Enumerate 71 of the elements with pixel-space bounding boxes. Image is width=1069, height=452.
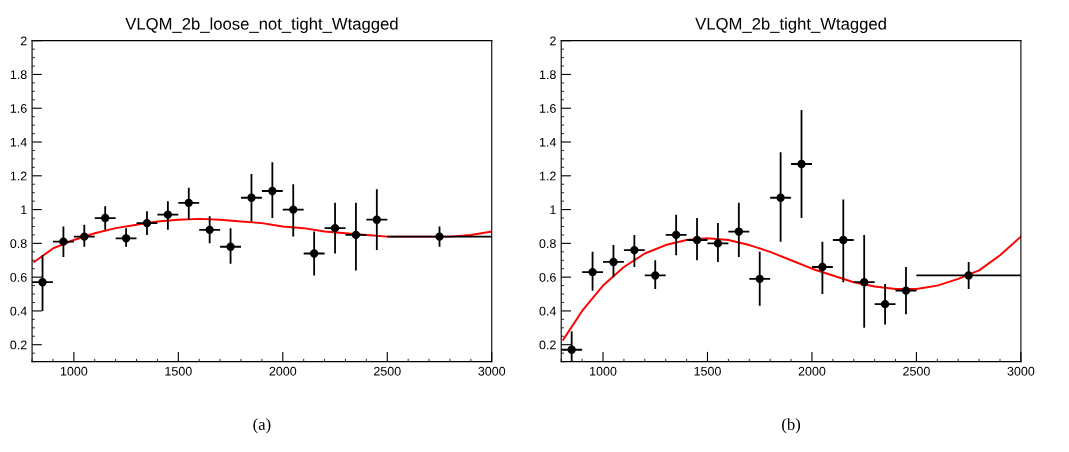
x-tick-label: 3000 <box>1007 366 1035 376</box>
x-tick-label: 2000 <box>798 366 826 376</box>
point <box>839 235 848 245</box>
point <box>184 198 193 207</box>
point <box>776 193 785 202</box>
y-tick-label: 1.4 <box>10 137 27 147</box>
y-tick-label: 1 <box>550 205 556 215</box>
y-tick-label: 0.4 <box>539 306 556 316</box>
line-series <box>562 235 1021 341</box>
point <box>38 278 47 287</box>
point <box>163 210 173 219</box>
text: (b) <box>782 418 801 434</box>
point <box>59 237 68 246</box>
point <box>330 223 340 233</box>
x-tick-label: 3000 <box>478 366 506 376</box>
y-tick-label: 1.6 <box>10 104 27 113</box>
y-tick-label: 0.2 <box>539 340 556 350</box>
point <box>372 215 381 224</box>
point <box>651 271 660 280</box>
point <box>121 234 131 243</box>
y-tick-label: 1.4 <box>539 137 556 147</box>
point <box>734 227 743 236</box>
point <box>609 257 618 267</box>
point <box>226 242 235 251</box>
y-tick-label: 1.8 <box>539 70 556 80</box>
point <box>964 271 973 280</box>
point <box>860 278 869 287</box>
y-tick-label: 2 <box>20 36 27 46</box>
point <box>692 235 702 245</box>
point <box>351 230 361 240</box>
point <box>630 245 639 255</box>
y-tick-label: 1.6 <box>539 104 556 113</box>
point <box>101 213 110 223</box>
text: (a) <box>253 418 271 434</box>
point <box>755 274 764 284</box>
point <box>713 239 723 248</box>
y-tick-label: 1.8 <box>10 70 27 80</box>
x-tick-label: 1500 <box>165 366 192 376</box>
y-tick-label: 1.2 <box>539 171 556 181</box>
point <box>268 186 277 196</box>
point <box>205 225 214 235</box>
y-tick-label: 0.6 <box>10 272 27 282</box>
chart-title: VLQM_2b_tight_Wtagged <box>695 17 886 34</box>
x-tick-label: 2500 <box>374 366 401 376</box>
y-tick-label: 0.6 <box>539 272 556 282</box>
y-tick-label: 0.2 <box>10 340 27 350</box>
y-tick-label: 1.2 <box>10 171 27 181</box>
point <box>567 345 576 354</box>
y-tick-label: 0.4 <box>10 306 27 316</box>
point <box>797 159 806 169</box>
x-tick-label: 1000 <box>590 366 617 376</box>
y-tick-label: 2 <box>550 36 556 46</box>
point <box>289 205 298 214</box>
point <box>435 232 444 241</box>
point <box>247 193 256 202</box>
x-tick-label: 2500 <box>903 366 930 376</box>
x-tick-label: 2000 <box>269 366 297 376</box>
y-tick-label: 0.8 <box>539 239 556 249</box>
point <box>309 249 319 258</box>
x-tick-label: 1000 <box>60 366 88 376</box>
point <box>901 286 911 295</box>
y-tick-label: 1 <box>21 205 27 215</box>
point <box>880 300 890 309</box>
x-tick-label: 1500 <box>694 366 721 376</box>
point <box>588 267 597 277</box>
point <box>671 230 681 240</box>
chart-title: VLQM_2b_loose_not_tight_Wtagged <box>125 17 398 34</box>
point <box>80 232 89 241</box>
point <box>142 218 152 228</box>
y-tick-label: 0.8 <box>10 239 27 249</box>
point <box>818 262 827 272</box>
